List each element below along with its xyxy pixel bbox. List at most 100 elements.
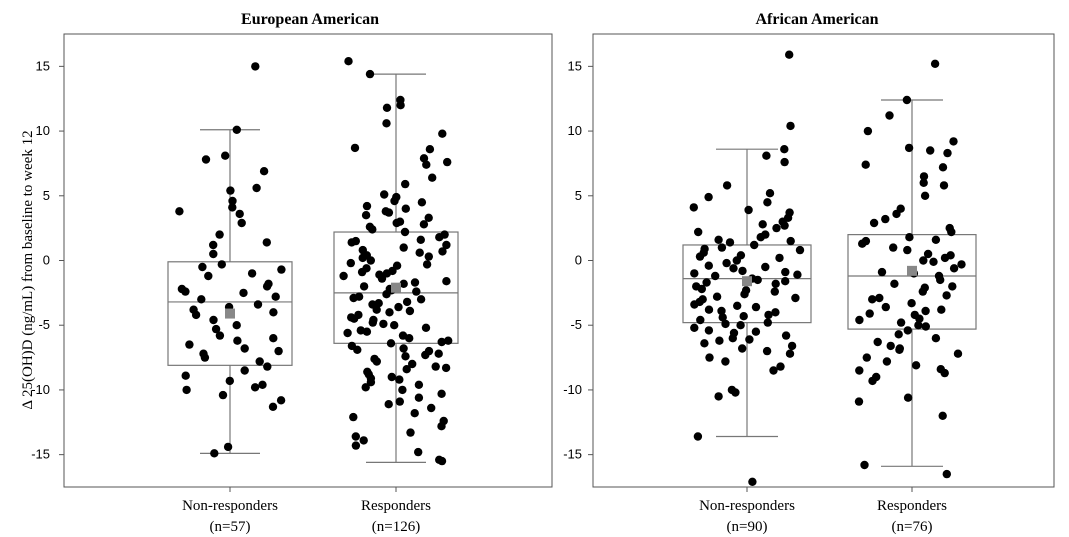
- data-point: [401, 179, 410, 189]
- data-point: [181, 287, 190, 296]
- data-point: [182, 385, 191, 395]
- data-point: [756, 233, 765, 242]
- data-point: [781, 277, 790, 286]
- data-point: [696, 315, 705, 325]
- data-points: [689, 50, 966, 486]
- data-point: [437, 389, 446, 398]
- data-point: [911, 361, 921, 370]
- panel-title: European American: [241, 11, 379, 28]
- plot-frame: [63, 33, 553, 488]
- data-point: [201, 155, 211, 164]
- data-point: [862, 353, 871, 362]
- panel-african-american: African American 15 10 5 0 -5 -10 -15 Non-resp…: [563, 11, 1055, 535]
- data-point: [943, 148, 952, 158]
- data-point: [939, 181, 949, 190]
- data-point: [375, 270, 384, 279]
- data-point: [211, 324, 221, 334]
- data-point: [435, 233, 444, 242]
- data-point: [414, 380, 424, 389]
- data-point: [271, 292, 280, 301]
- data-point: [868, 295, 877, 304]
- y-tick-label: -5: [38, 317, 50, 332]
- data-point: [771, 308, 780, 317]
- data-point: [732, 256, 741, 265]
- data-point: [738, 344, 747, 353]
- data-point: [712, 292, 722, 301]
- data-point: [729, 264, 738, 273]
- data-point: [903, 393, 913, 402]
- y-axis: 15 10 5 0 -5 -10 -15: [31, 58, 64, 462]
- data-point: [907, 299, 916, 308]
- data-point: [361, 383, 370, 392]
- data-point: [915, 314, 924, 323]
- data-point: [785, 349, 795, 358]
- data-point: [940, 368, 949, 378]
- data-point: [425, 145, 435, 154]
- data-point: [228, 196, 237, 206]
- data-point: [942, 291, 951, 300]
- data-point: [362, 327, 372, 336]
- data-point: [221, 151, 230, 160]
- data-point: [795, 245, 805, 255]
- data-point: [769, 366, 778, 375]
- data-point: [402, 365, 411, 374]
- data-point: [357, 267, 367, 277]
- data-point: [368, 225, 377, 234]
- data-point: [215, 230, 224, 239]
- data-point: [881, 214, 890, 224]
- mean-marker: [742, 276, 752, 287]
- data-point: [741, 286, 751, 295]
- data-point: [263, 362, 272, 371]
- data-point: [209, 315, 218, 325]
- data-point: [937, 305, 946, 314]
- data-point: [428, 173, 437, 182]
- data-point: [414, 393, 424, 402]
- data-point: [438, 247, 447, 256]
- data-point: [437, 337, 446, 347]
- data-point: [399, 344, 408, 353]
- mean-marker: [225, 308, 235, 319]
- y-tick-label: 0: [43, 253, 50, 268]
- data-point: [251, 62, 260, 71]
- data-point: [693, 432, 703, 441]
- data-point: [947, 227, 956, 237]
- category-label: Responders: [361, 498, 431, 514]
- data-point: [223, 442, 233, 452]
- data-point: [386, 339, 396, 348]
- data-point: [761, 262, 770, 272]
- data-point: [434, 349, 443, 358]
- data-point: [751, 327, 761, 336]
- data-point: [427, 403, 436, 413]
- boxplots: [682, 99, 977, 467]
- data-point: [395, 375, 404, 384]
- data-point: [739, 312, 748, 321]
- data-point: [252, 183, 261, 193]
- data-point: [918, 287, 927, 296]
- data-point: [931, 235, 941, 244]
- data-point: [697, 284, 706, 294]
- data-point: [793, 270, 802, 279]
- data-point: [702, 278, 711, 287]
- data-point: [437, 456, 447, 466]
- data-point: [914, 321, 923, 330]
- data-point: [351, 236, 360, 246]
- data-point: [781, 267, 790, 277]
- data-point: [704, 305, 714, 314]
- data-point: [339, 271, 348, 281]
- data-point: [410, 278, 420, 287]
- data-point: [217, 260, 226, 269]
- data-point: [949, 264, 959, 273]
- data-point: [936, 275, 945, 285]
- data-point: [700, 244, 709, 254]
- data-point: [731, 388, 740, 397]
- y-tick-label: -10: [563, 382, 582, 397]
- data-point: [419, 154, 429, 163]
- data-point: [919, 256, 928, 265]
- data-point: [861, 160, 870, 169]
- data-point: [239, 288, 248, 298]
- data-point: [396, 101, 405, 110]
- data-point: [255, 357, 264, 366]
- category-n-label: (n=126): [372, 519, 420, 535]
- data-point: [771, 279, 780, 288]
- data-point: [368, 318, 377, 327]
